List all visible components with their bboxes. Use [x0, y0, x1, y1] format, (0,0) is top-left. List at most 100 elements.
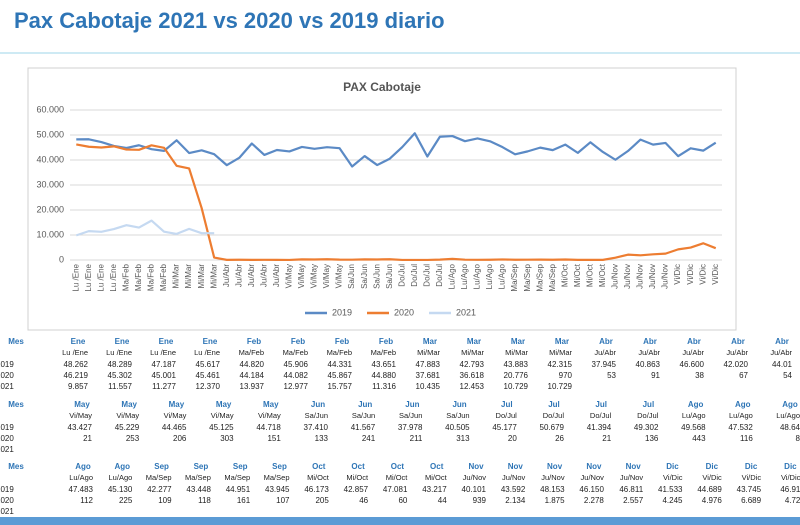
- y-tick-label: 40.000: [36, 154, 64, 164]
- x-tick-label: Lu /Ene: [109, 263, 118, 291]
- value-cell: 10.435: [416, 382, 441, 391]
- value-cell: 44: [438, 496, 447, 505]
- month-cell: Abr: [687, 337, 701, 346]
- value-cell: 49.568: [681, 423, 706, 432]
- value-cell: 49.302: [634, 423, 659, 432]
- month-cell: Sep: [272, 462, 287, 471]
- value-cell: 241: [362, 434, 376, 443]
- value-cell: 46.600: [680, 360, 705, 369]
- month-cell: Nov: [508, 462, 524, 471]
- x-tick-label: Ma/Feb: [159, 263, 168, 291]
- value-cell: 225: [119, 496, 133, 505]
- x-tick-label: Ju/Nov: [611, 264, 620, 289]
- value-cell: 46.150: [579, 485, 604, 494]
- day-cell: Lu /Ene: [150, 348, 176, 357]
- month-cell: Oct: [391, 462, 405, 471]
- value-cell: 44.718: [256, 423, 281, 432]
- value-cell: 112: [80, 496, 93, 505]
- x-tick-label: Do/Jul: [410, 264, 419, 287]
- value-cell: 2.134: [505, 496, 526, 505]
- value-cell: 44.820: [240, 360, 265, 369]
- day-cell: Sa/Jun: [399, 411, 422, 420]
- day-cell: Lu /Ene: [62, 348, 88, 357]
- y-tick-label: 50.000: [36, 129, 64, 139]
- value-cell: 37.945: [592, 360, 617, 369]
- value-cell: 45.001: [152, 371, 177, 380]
- value-cell: 44.331: [328, 360, 353, 369]
- x-tick-label: Vi/Dic: [711, 264, 720, 285]
- x-tick-label: Vi/May: [310, 264, 319, 288]
- legend-label: 2019: [332, 307, 352, 317]
- day-cell: Do/Jul: [637, 411, 659, 420]
- value-cell: 26: [555, 434, 564, 443]
- month-cell: Mar: [467, 337, 481, 346]
- value-cell: 9.857: [68, 382, 89, 391]
- x-tick-label: Ju/Nov: [636, 264, 645, 289]
- series-line: [75, 219, 215, 237]
- x-tick-label: Mi/Oct: [560, 263, 569, 287]
- value-cell: 13.937: [240, 382, 265, 391]
- month-cell: May: [121, 400, 137, 409]
- value-cell: 40.505: [445, 423, 470, 432]
- day-cell: Ju/Abr: [726, 348, 748, 357]
- value-cell: 206: [173, 434, 187, 443]
- value-cell: 42.020: [724, 360, 749, 369]
- month-cell: Ago: [688, 400, 704, 409]
- day-cell: Mi/Mar: [461, 348, 484, 357]
- day-cell: Mi/Mar: [417, 348, 440, 357]
- value-cell: 11.557: [108, 382, 132, 391]
- value-cell: 53: [607, 371, 616, 380]
- x-tick-label: Ju/Nov: [648, 264, 657, 289]
- month-cell: Ago: [115, 462, 131, 471]
- x-tick-label: Lu/Ago: [448, 263, 457, 289]
- month-cell: Ene: [159, 337, 174, 346]
- value-cell: 8: [796, 434, 800, 443]
- month-cell: Jun: [358, 400, 372, 409]
- month-cell: Dic: [706, 462, 719, 471]
- day-cell: Mi/Mar: [505, 348, 528, 357]
- day-cell: Ma/Sep: [224, 473, 250, 482]
- x-tick-label: Ma/Feb: [147, 263, 156, 291]
- day-cell: Sa/Jun: [305, 411, 328, 420]
- day-cell: Vi/Dic: [781, 473, 800, 482]
- x-tick-label: Lu/Ago: [460, 263, 469, 289]
- month-cell: May: [169, 400, 185, 409]
- month-cell: Dic: [784, 462, 797, 471]
- day-cell: Vi/Dic: [663, 473, 683, 482]
- x-tick-label: Sa/Jun: [372, 264, 381, 289]
- x-tick-label: Sa/Jun: [360, 264, 369, 289]
- x-tick-label: Do/Jul: [397, 264, 406, 287]
- x-tick-label: Mi/Mar: [209, 264, 218, 289]
- value-cell: 151: [267, 434, 281, 443]
- day-cell: Ma/Feb: [327, 348, 352, 357]
- value-cell: 46.91: [780, 485, 800, 494]
- day-cell: Lu/Ago: [776, 411, 800, 420]
- month-cell: Jun: [405, 400, 419, 409]
- value-cell: 11.316: [372, 382, 396, 391]
- x-tick-label: Mi/Oct: [585, 263, 594, 287]
- day-cell: Ju/Abr: [594, 348, 616, 357]
- value-cell: 41.394: [587, 423, 612, 432]
- row-label: 2019: [0, 485, 14, 494]
- series-line: [76, 132, 717, 168]
- x-tick-label: Vi/Dic: [686, 264, 695, 285]
- value-cell: 45.177: [492, 423, 517, 432]
- value-cell: 44.951: [226, 485, 251, 494]
- month-cell: Nov: [468, 462, 484, 471]
- month-cell: May: [74, 400, 90, 409]
- value-cell: 91: [651, 371, 660, 380]
- value-cell: 47.081: [383, 485, 408, 494]
- value-cell: 48.64: [780, 423, 800, 432]
- value-cell: 43.883: [504, 360, 529, 369]
- value-cell: 116: [740, 434, 753, 443]
- day-cell: Ju/Nov: [581, 473, 605, 482]
- day-cell: Do/Jul: [590, 411, 612, 420]
- day-cell: Ju/Nov: [502, 473, 526, 482]
- x-tick-label: Ma/Sep: [535, 263, 544, 291]
- month-cell: May: [216, 400, 232, 409]
- value-cell: 37.978: [398, 423, 423, 432]
- row-label: 2021: [0, 382, 14, 391]
- value-cell: 45.617: [196, 360, 221, 369]
- value-cell: 4.245: [662, 496, 683, 505]
- row-label: 2021: [0, 507, 14, 516]
